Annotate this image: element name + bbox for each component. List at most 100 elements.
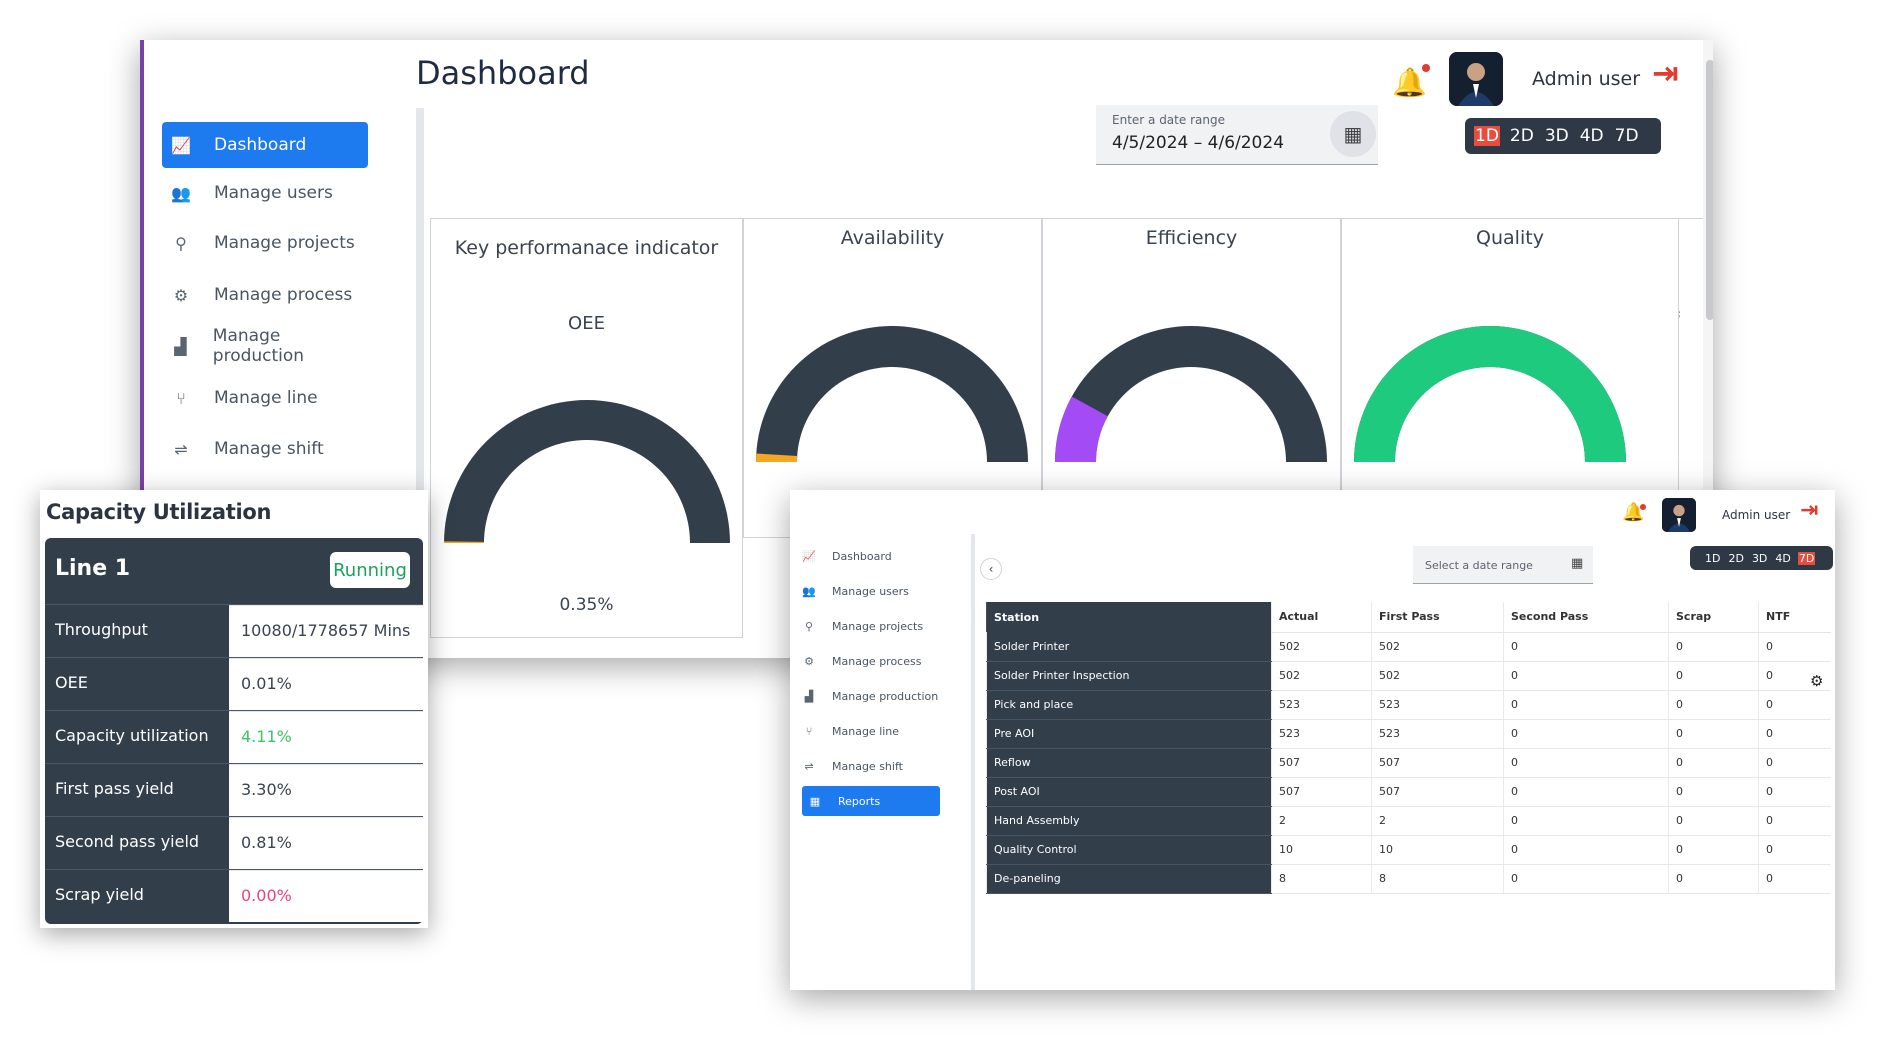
sidebar-item-dashboard[interactable]: 📈 Dashboard — [162, 122, 368, 168]
day-button-7d[interactable]: 7D — [1614, 126, 1639, 146]
gauge-track — [756, 325, 1028, 462]
day-button-2d[interactable]: 2D — [1509, 126, 1534, 146]
collapse-sidebar-icon[interactable]: ‹ — [980, 558, 1002, 580]
table-cell: 0 — [1503, 748, 1669, 778]
sidebar-item-reports[interactable]: ▦ Reports — [802, 786, 940, 816]
scrollbar-thumb[interactable] — [1706, 60, 1713, 320]
column-header[interactable]: Actual — [1271, 602, 1372, 633]
sidebar-item-manage-process[interactable]: ⚙ Manage process — [802, 646, 940, 676]
day-button-2d[interactable]: 2D — [1728, 551, 1744, 565]
calendar-icon[interactable]: ▦ — [1330, 111, 1376, 157]
table-row: Solder Printer Inspection 502 502 0 0 0 — [986, 661, 1831, 691]
sidebar-item-label: Manage projects — [214, 233, 355, 253]
scrollbar[interactable] — [1703, 40, 1713, 658]
station-cell: Pick and place — [986, 690, 1272, 720]
capacity-row: Second pass yield 0.81% — [45, 816, 423, 869]
user-name: Admin user — [1532, 68, 1641, 90]
day-range-selector: 1D 2D 3D 4D 7D — [1690, 546, 1833, 570]
table-cell: 523 — [1271, 719, 1372, 749]
station-cell: Reflow — [986, 748, 1272, 778]
sidebar-item-manage-shift[interactable]: ⇌ Manage shift — [802, 751, 940, 781]
gauge-fill — [1354, 325, 1626, 462]
status-badge: Running — [330, 552, 410, 588]
table-row: Pick and place 523 523 0 0 0 — [986, 690, 1831, 720]
page-title: Dashboard — [416, 54, 590, 92]
avatar[interactable] — [1449, 52, 1503, 106]
column-header[interactable]: NTF — [1758, 602, 1831, 633]
table-cell: 0 — [1503, 690, 1669, 720]
calendar-icon[interactable]: ▦ — [1571, 556, 1584, 571]
sidebar-item-manage-shift[interactable]: ⇌ Manage shift — [162, 426, 368, 472]
table-cell: 502 — [1371, 632, 1504, 662]
logout-icon[interactable]: ⇥ — [1800, 498, 1819, 523]
table-row: Solder Printer 502 502 0 0 0 — [986, 632, 1831, 662]
date-range-field[interactable]: Select a date range ▦ — [1413, 546, 1593, 584]
sidebar-item-manage-production[interactable]: ▟ Manage production — [802, 681, 940, 711]
notification-dot — [1640, 504, 1646, 510]
column-header[interactable]: Station — [986, 602, 1272, 632]
station-cell: Hand Assembly — [986, 806, 1272, 836]
table-cell: 0 — [1668, 864, 1759, 894]
gauge-panel-quality: Quality — [1341, 218, 1679, 538]
sidebar-item-manage-process[interactable]: ⚙ Manage process — [162, 272, 368, 318]
sidebar-item-label: Manage shift — [832, 759, 903, 773]
users-icon: 👥 — [171, 183, 191, 203]
capacity-title: Capacity Utilization — [46, 500, 272, 524]
table-cell: 0 — [1758, 806, 1831, 836]
day-button-3d[interactable]: 3D — [1544, 126, 1569, 146]
sidebar-item-manage-line[interactable]: ⑂ Manage line — [162, 375, 368, 421]
table-cell: 0 — [1503, 719, 1669, 749]
table-row: Reflow 507 507 0 0 0 — [986, 748, 1831, 778]
oee-gauge — [444, 400, 730, 543]
table-cell: 0 — [1668, 719, 1759, 749]
day-button-7d[interactable]: 7D — [1797, 551, 1816, 565]
sidebar-item-manage-production[interactable]: ▟ Manage production — [162, 323, 368, 369]
table-cell: 0 — [1503, 661, 1669, 691]
table-cell: 2 — [1371, 806, 1504, 836]
capacity-row-value: 0.01% — [229, 658, 423, 710]
sidebar-item-dashboard[interactable]: 📈 Dashboard — [802, 541, 940, 571]
column-header[interactable]: First Pass — [1371, 602, 1504, 633]
sidebar-item-label: Manage process — [214, 285, 353, 305]
capacity-row: Scrap yield 0.00% — [45, 869, 423, 922]
day-button-4d[interactable]: 4D — [1775, 551, 1791, 565]
logout-icon[interactable]: ⇥ — [1652, 54, 1679, 92]
date-range-field[interactable]: Enter a date range 4/5/2024 – 4/6/2024 ▦ — [1096, 105, 1378, 165]
day-button-3d[interactable]: 3D — [1751, 551, 1768, 565]
sidebar-item-manage-projects[interactable]: ⚲ Manage projects — [162, 220, 368, 266]
column-header[interactable]: Scrap — [1668, 602, 1759, 633]
capacity-row: Throughput 10080/1778657 Mins — [45, 604, 423, 657]
capacity-row: OEE 0.01% — [45, 657, 423, 710]
sidebar-item-manage-users[interactable]: 👥 Manage users — [162, 170, 368, 216]
column-header[interactable]: Second Pass — [1503, 602, 1669, 633]
sidebar-item-manage-users[interactable]: 👥 Manage users — [802, 576, 940, 606]
table-cell: 0 — [1758, 777, 1831, 807]
table-cell: 0 — [1758, 719, 1831, 749]
day-button-1d[interactable]: 1D — [1474, 126, 1500, 146]
notification-bell-icon[interactable]: 🔔 — [1622, 502, 1645, 523]
gauge-chart — [756, 325, 1028, 462]
sidebar-item-manage-line[interactable]: ⑂ Manage line — [802, 716, 940, 746]
capacity-row-value: 0.00% — [229, 870, 423, 922]
shift-icon: ⇌ — [804, 759, 814, 773]
sidebar-item-label: Dashboard — [214, 135, 307, 155]
table-cell: 502 — [1371, 661, 1504, 691]
gauge-title: Efficiency — [1145, 227, 1238, 249]
table-cell: 502 — [1271, 632, 1372, 662]
table-cell: 0 — [1503, 777, 1669, 807]
avatar[interactable] — [1662, 498, 1696, 532]
kpi-title: Key performanace indicator — [454, 237, 719, 259]
day-button-4d[interactable]: 4D — [1579, 126, 1604, 146]
station-cell: Solder Printer Inspection — [986, 661, 1272, 691]
notification-bell-icon[interactable]: 🔔 — [1392, 66, 1427, 99]
day-button-1d[interactable]: 1D — [1705, 551, 1721, 565]
sidebar-item-manage-projects[interactable]: ⚲ Manage projects — [802, 611, 940, 641]
sidebar-item-label: Manage production — [832, 689, 939, 703]
table-cell: 0 — [1758, 632, 1831, 662]
date-range-value: 4/5/2024 – 4/6/2024 — [1112, 133, 1285, 153]
capacity-row-value: 4.11% — [229, 711, 423, 763]
table-cell: 0 — [1503, 806, 1669, 836]
sidebar-item-label: Manage production — [212, 326, 305, 366]
user-name: Admin user — [1722, 508, 1791, 522]
table-cell: 0 — [1668, 632, 1759, 662]
